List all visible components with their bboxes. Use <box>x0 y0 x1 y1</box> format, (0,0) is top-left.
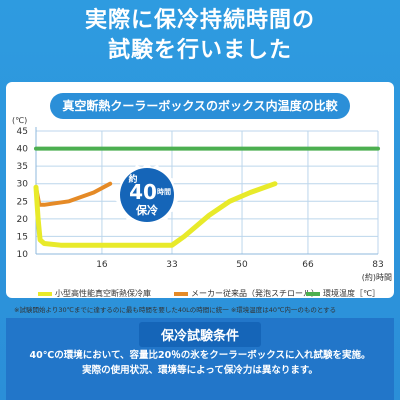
conditions-line-1: 40℃の環境において、容量比20％の氷をクーラーボックスに入れ試験を実施。 <box>29 350 371 361</box>
y-axis-label: (℃) <box>12 116 27 125</box>
legend-item-product: 小型高性能真空断熱保冷庫 <box>38 288 151 299</box>
y-tick-label: 10 <box>17 250 29 260</box>
conditions-line-2: 実際の使用状況、環境等によって保冷力は異なります。 <box>82 365 318 376</box>
badge-prefix: 約 <box>128 173 137 185</box>
conditions-text: 40℃の環境において、容量比20％の氷をクーラーボックスに入れ試験を実施。 実際… <box>10 348 390 378</box>
y-tick-label: 20 <box>17 215 29 225</box>
footnote: ※試験開始より30℃までに達するのに最も時間を要した40Lの時間に統一 ※環境温… <box>14 306 337 314</box>
legend-label-ambient: 環境温度［℃］ <box>323 289 380 298</box>
grid-lines <box>35 127 379 255</box>
axis-ticks: 10 15 20 25 30 35 40 45 16 33 50 66 83 (℃) (約)時間 <box>12 116 392 282</box>
conditions-title-wrap: 保冷試験条件 <box>0 322 400 347</box>
series-lines <box>33 146 380 248</box>
x-tick-label: 33 <box>166 260 177 270</box>
x-axis-label: (約)時間 <box>362 272 392 282</box>
legend: 小型高性能真空断熱保冷庫 メーカー従来品（発泡スチロール） 環境温度［℃］ <box>14 288 390 302</box>
chart-title: 真空断熱クーラーボックスのボックス内温度の比較 <box>50 93 350 119</box>
y-tick-label: 30 <box>17 180 29 190</box>
x-tick-label: 83 <box>372 260 383 270</box>
x-tick-label: 66 <box>302 260 314 270</box>
x-tick-label: 50 <box>236 260 248 270</box>
legend-item-ambient: 環境温度［℃］ <box>306 288 380 299</box>
headline: 実際に保冷持続時間の 試験を行いました <box>0 6 400 66</box>
y-tick-label: 40 <box>17 145 29 155</box>
legend-label-product: 小型高性能真空断熱保冷庫 <box>55 289 151 298</box>
legend-swatch-ambient <box>306 291 320 296</box>
y-tick-label: 15 <box>17 232 28 242</box>
badge-circle <box>120 168 174 222</box>
badge-unit: 時間 <box>157 187 171 196</box>
headline-line-2: 試験を行いました <box>107 38 292 63</box>
legend-item-competitor: メーカー従来品（発泡スチロール） <box>174 288 319 299</box>
conditions-title: 保冷試験条件 <box>138 322 261 347</box>
legend-swatch-product <box>38 291 52 296</box>
legend-swatch-competitor <box>174 291 188 296</box>
x-tick-label: 16 <box>96 260 108 270</box>
series-line-0 <box>33 181 278 248</box>
y-tick-label: 25 <box>17 197 28 207</box>
badge-number: 40 <box>129 180 157 204</box>
y-tick-label: 45 <box>17 127 28 137</box>
badge-word: 保冷 <box>135 203 158 217</box>
headline-line-1: 実際に保冷持続時間の <box>84 8 315 33</box>
y-tick-label: 35 <box>17 162 28 172</box>
legend-label-competitor: メーカー従来品（発泡スチロール） <box>191 289 319 298</box>
